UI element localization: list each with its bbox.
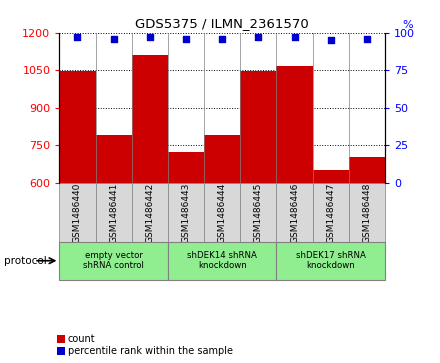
Point bbox=[74, 34, 81, 40]
Bar bbox=[204, 135, 240, 183]
Text: GSM1486444: GSM1486444 bbox=[218, 182, 227, 242]
Bar bbox=[59, 242, 168, 280]
Text: GSM1486448: GSM1486448 bbox=[363, 182, 371, 242]
Point bbox=[327, 37, 334, 43]
Bar bbox=[57, 347, 65, 355]
Bar bbox=[276, 183, 313, 242]
Text: count: count bbox=[68, 334, 95, 344]
Text: empty vector
shRNA control: empty vector shRNA control bbox=[83, 251, 144, 270]
Text: shDEK14 shRNA
knockdown: shDEK14 shRNA knockdown bbox=[187, 251, 257, 270]
Bar bbox=[276, 66, 313, 183]
Bar bbox=[349, 183, 385, 242]
Point bbox=[291, 34, 298, 40]
Bar bbox=[168, 152, 204, 183]
Text: protocol: protocol bbox=[4, 256, 47, 266]
Bar bbox=[59, 183, 95, 242]
Point bbox=[183, 36, 190, 42]
Text: GSM1486443: GSM1486443 bbox=[182, 182, 191, 242]
Text: GSM1486445: GSM1486445 bbox=[254, 182, 263, 242]
Bar bbox=[313, 170, 349, 183]
Bar bbox=[57, 335, 65, 343]
Bar bbox=[240, 183, 276, 242]
Text: GSM1486440: GSM1486440 bbox=[73, 182, 82, 242]
Text: shDEK17 shRNA
knockdown: shDEK17 shRNA knockdown bbox=[296, 251, 366, 270]
Bar bbox=[313, 183, 349, 242]
Point bbox=[110, 36, 117, 42]
Bar bbox=[59, 71, 95, 183]
Text: GSM1486446: GSM1486446 bbox=[290, 182, 299, 242]
Bar bbox=[168, 183, 204, 242]
Point bbox=[255, 34, 262, 40]
Text: GSM1486441: GSM1486441 bbox=[109, 182, 118, 242]
Bar bbox=[132, 55, 168, 183]
Bar bbox=[276, 242, 385, 280]
Point bbox=[219, 36, 226, 42]
Text: GSM1486447: GSM1486447 bbox=[326, 182, 335, 242]
Bar bbox=[95, 183, 132, 242]
Bar bbox=[132, 183, 168, 242]
Point bbox=[147, 34, 154, 40]
Bar bbox=[240, 72, 276, 183]
Text: GSM1486442: GSM1486442 bbox=[145, 182, 154, 242]
Point bbox=[363, 36, 370, 42]
Bar bbox=[349, 157, 385, 183]
Y-axis label: %: % bbox=[403, 20, 413, 30]
Bar bbox=[168, 242, 276, 280]
Bar bbox=[95, 135, 132, 183]
Title: GDS5375 / ILMN_2361570: GDS5375 / ILMN_2361570 bbox=[136, 17, 309, 30]
Bar bbox=[204, 183, 240, 242]
Text: percentile rank within the sample: percentile rank within the sample bbox=[68, 346, 233, 356]
